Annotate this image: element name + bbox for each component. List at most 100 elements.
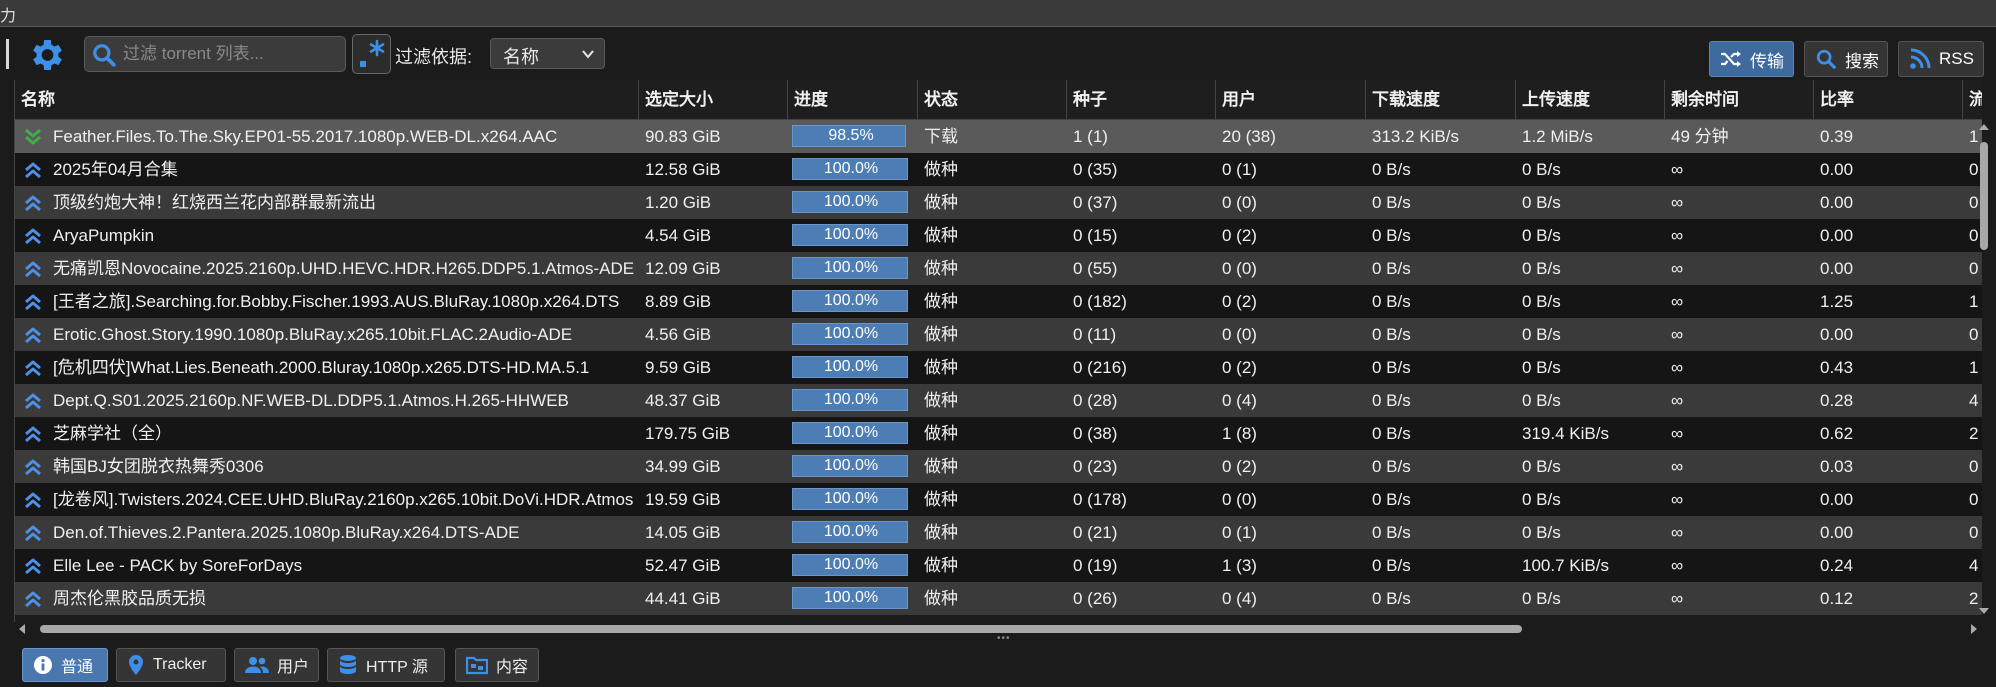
cell-peers: 0 (2) [1216,450,1366,483]
cell-ratio: 0.12 [1814,582,1963,615]
cell-status-text: 做种 [924,292,958,311]
table-row[interactable]: 韩国BJ女团脱衣热舞秀0306 34.99 GiB 100.0% 做种 0 (23) 0 … [15,450,1982,483]
cell-name: [危机四伏]What.Lies.Beneath.2000.Bluray.1080… [15,351,639,384]
table-row[interactable]: Feather.Files.To.The.Sky.EP01-55.2017.10… [15,120,1982,153]
cell-progress: 100.0% [788,516,918,549]
cell-ratio: 1.25 [1814,285,1963,318]
progress-label: 100.0% [823,292,879,309]
horizontal-scrollbar[interactable] [14,622,1982,636]
cell-progress: 100.0% [788,252,918,285]
rss-button[interactable]: RSS [1898,41,1984,77]
cell-name-text: Den.of.Thieves.2.Pantera.2025.1080p.BluR… [53,523,520,542]
column-header-download-speed[interactable]: 下载速度 [1366,80,1516,120]
progress-bar: 100.0% [792,587,908,609]
transfer-button[interactable]: 传输 [1709,41,1794,77]
column-header-size[interactable]: 选定大小 [639,80,788,120]
cell-seeds: 0 (15) [1067,219,1216,252]
cell-size-text: 44.41 GiB [645,589,721,608]
cell-status: 做种 [918,384,1067,417]
cell-seeds: 0 (23) [1067,450,1216,483]
progress-bar: 100.0% [792,455,908,477]
cell-down: 0 B/s [1366,153,1516,186]
rss-button-label: RSS [1939,49,1974,68]
cell-ratio: 0.00 [1814,483,1963,516]
seeding-arrow-icon [25,525,41,542]
cell-name-text: 韩国BJ女团脱衣热舞秀0306 [53,457,264,476]
vertical-scroll-thumb[interactable] [1980,142,1988,250]
cell-up-text: 0 B/s [1522,589,1561,608]
table-row[interactable]: 顶级约炮大神！红烧西兰花内部群最新流出 1.20 GiB 100.0% 做种 0 (37… [15,186,1982,219]
tab-peers[interactable]: 用户 [234,648,319,682]
cell-status-text: 做种 [924,193,958,212]
cell-up: 0 B/s [1516,186,1665,219]
details-tab-bar: 普通 Tracker 用户 HTTP 源 内容 [0,642,1996,687]
table-row[interactable]: 2025年04月合集 12.58 GiB 100.0% 做种 0 (35) 0 (1) 0 … [15,153,1982,186]
column-header-peers[interactable]: 用户 [1216,80,1366,120]
table-row[interactable]: 芝麻学社（全） 179.75 GiB 100.0% 做种 0 (38) 1 (8) 0 B/… [15,417,1982,450]
column-header-popularity[interactable]: 流行 [1963,80,1982,120]
scroll-right-arrow[interactable] [1971,624,1977,634]
table-row[interactable]: Erotic.Ghost.Story.1990.1080p.BluRay.x26… [15,318,1982,351]
table-row[interactable]: Den.of.Thieves.2.Pantera.2025.1080p.BluR… [15,516,1982,549]
progress-label: 100.0% [823,490,879,507]
column-header-progress[interactable]: 进度 [788,80,918,120]
table-row[interactable]: 无痛凯恩Novocaine.2025.2160p.UHD.HEVC.HDR.H2… [15,252,1982,285]
table-row[interactable]: AryaPumpkin 4.54 GiB 100.0% 做种 0 (15) 0 (2) 0 … [15,219,1982,252]
cell-size: 12.09 GiB [639,252,788,285]
cell-eta: ∞ [1665,252,1814,285]
cell-status-text: 做种 [924,160,958,179]
cell-eta: ∞ [1665,549,1814,582]
table-row[interactable]: 周杰伦黑胶品质无损 44.41 GiB 100.0% 做种 0 (26) 0 (4) 0 B… [15,582,1982,615]
search-tab-button[interactable]: 搜索 [1804,41,1888,77]
cell-status-text: 做种 [924,523,958,542]
cell-down: 0 B/s [1366,384,1516,417]
scroll-left-arrow[interactable] [19,624,25,634]
cell-peers-text: 0 (4) [1222,589,1257,608]
cell-up-text: 0 B/s [1522,226,1561,245]
table-row[interactable]: [龙卷风].Twisters.2024.CEE.UHD.BluRay.2160p… [15,483,1982,516]
tab-content[interactable]: 内容 [455,648,539,682]
cell-down: 0 B/s [1366,318,1516,351]
cell-size: 8.89 GiB [639,285,788,318]
column-header-upload-speed[interactable]: 上传速度 [1516,80,1665,120]
vertical-scrollbar[interactable] [1976,120,1996,620]
scroll-up-arrow[interactable] [1979,124,1989,130]
cell-peers: 0 (2) [1216,285,1366,318]
splitter-grip[interactable]: ••• [997,633,1011,644]
cell-size: 1.20 GiB [639,186,788,219]
column-header-eta[interactable]: 剩余时间 [1665,80,1814,120]
tab-http-sources[interactable]: HTTP 源 [327,648,445,682]
column-header-seeds[interactable]: 种子 [1067,80,1216,120]
horizontal-scroll-thumb[interactable] [40,625,1522,633]
cell-size-text: 179.75 GiB [645,424,731,443]
tab-general[interactable]: 普通 [22,648,108,682]
table-row[interactable]: [王者之旅].Searching.for.Bobby.Fischer.1993.… [15,285,1982,318]
cell-up: 0 B/s [1516,318,1665,351]
scroll-down-arrow[interactable] [1979,608,1989,614]
column-header-name[interactable]: 名称 [15,80,639,120]
tab-tracker[interactable]: Tracker [116,648,226,682]
progress-bar: 100.0% [792,158,908,180]
column-header-ratio[interactable]: 比率 [1814,80,1963,120]
table-row[interactable]: Dept.Q.S01.2025.2160p.NF.WEB-DL.DDP5.1.A… [15,384,1982,417]
cell-ratio: 0.00 [1814,186,1963,219]
search-tab-label: 搜索 [1845,51,1879,71]
table-row[interactable]: [危机四伏]What.Lies.Beneath.2000.Bluray.1080… [15,351,1982,384]
column-header-status[interactable]: 状态 [918,80,1067,120]
gear-icon[interactable] [26,35,66,75]
info-icon [34,656,52,674]
panel-splitter[interactable]: ••• [0,633,1996,644]
cell-up: 0 B/s [1516,153,1665,186]
search-input[interactable] [123,42,338,66]
regex-toggle-button[interactable] [352,34,391,74]
cell-eta: ∞ [1665,417,1814,450]
cell-progress: 100.0% [788,384,918,417]
progress-label: 100.0% [823,457,879,474]
cell-up: 100.7 KiB/s [1516,549,1665,582]
table-row[interactable]: Elle Lee - PACK by SoreForDays 52.47 GiB 1… [15,549,1982,582]
cell-size: 4.56 GiB [639,318,788,351]
cell-status: 做种 [918,450,1067,483]
seeding-arrow-icon [25,228,41,245]
filter-select[interactable]: 名称 [490,38,605,69]
cell-up-text: 1.2 MiB/s [1522,127,1593,146]
